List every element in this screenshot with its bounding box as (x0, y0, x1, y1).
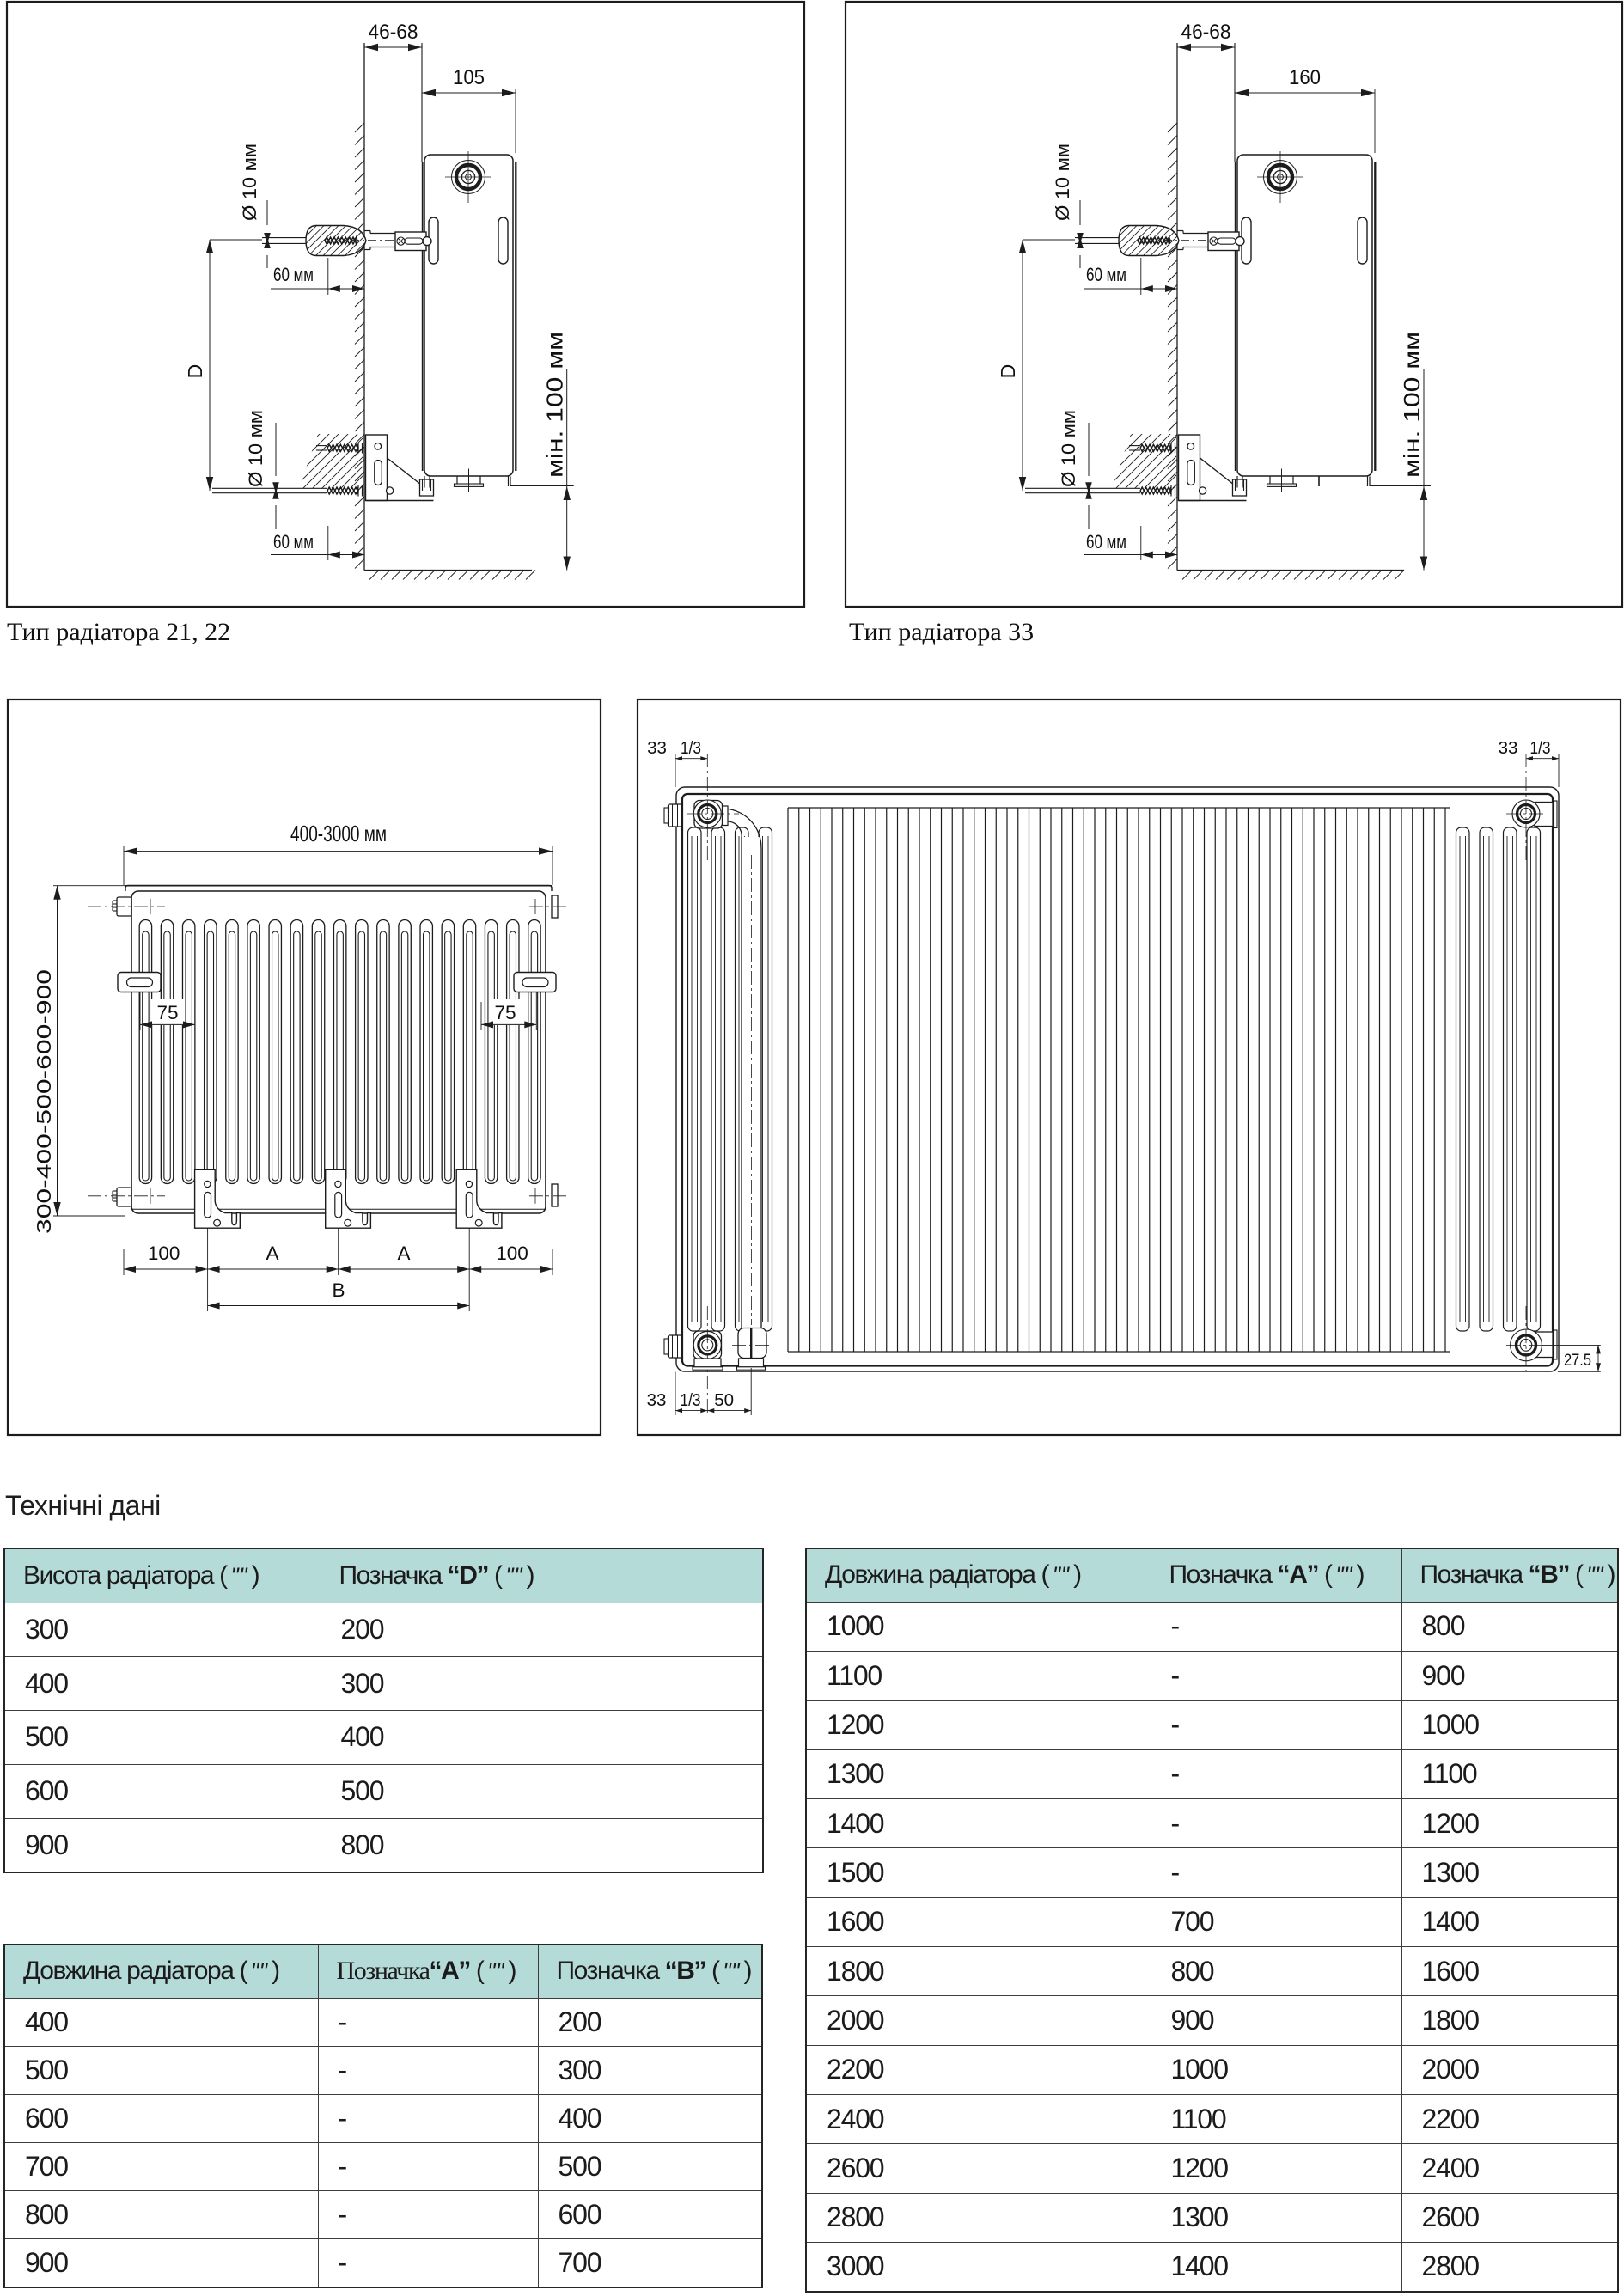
svg-text:60 мм: 60 мм (273, 531, 314, 553)
svg-text:60 мм: 60 мм (1086, 531, 1126, 553)
svg-text:33: 33 (1499, 738, 1518, 758)
svg-text:Ø 10 мм: Ø 10 мм (239, 144, 260, 221)
svg-text:33: 33 (647, 738, 667, 758)
svg-text:A: A (266, 1243, 278, 1264)
svg-text:75: 75 (156, 1002, 178, 1023)
svg-text:мін. 100 мм: мін. 100 мм (542, 332, 568, 478)
svg-text:D: D (997, 364, 1019, 379)
svg-text:50: 50 (714, 1390, 734, 1410)
svg-text:Ø 10 мм: Ø 10 мм (245, 410, 266, 487)
svg-text:75: 75 (494, 1002, 516, 1023)
svg-text:мін. 100 мм: мін. 100 мм (1399, 332, 1425, 478)
svg-text:33: 33 (647, 1390, 667, 1410)
svg-text:27.5: 27.5 (1564, 1352, 1591, 1370)
svg-text:D: D (184, 364, 206, 379)
svg-text:46-68: 46-68 (369, 21, 418, 44)
svg-text:46-68: 46-68 (1181, 21, 1231, 44)
svg-text:Ø 10 мм: Ø 10 мм (1058, 410, 1079, 487)
svg-text:100: 100 (496, 1243, 528, 1264)
svg-text:B: B (332, 1279, 345, 1301)
svg-text:60 мм: 60 мм (1086, 264, 1126, 285)
svg-text:160: 160 (1289, 66, 1321, 89)
svg-text:105: 105 (453, 66, 485, 89)
svg-text:1/3: 1/3 (1530, 738, 1551, 758)
svg-text:60 мм: 60 мм (273, 264, 314, 285)
svg-text:400-3000 мм: 400-3000 мм (290, 821, 387, 846)
svg-text:1/3: 1/3 (681, 738, 701, 758)
svg-text:Ø 10 мм: Ø 10 мм (1052, 144, 1073, 221)
svg-text:1/3: 1/3 (681, 1390, 701, 1410)
svg-text:100: 100 (148, 1243, 180, 1264)
svg-text:A: A (397, 1243, 410, 1264)
svg-text:300-400-500-600-900: 300-400-500-600-900 (33, 969, 55, 1234)
